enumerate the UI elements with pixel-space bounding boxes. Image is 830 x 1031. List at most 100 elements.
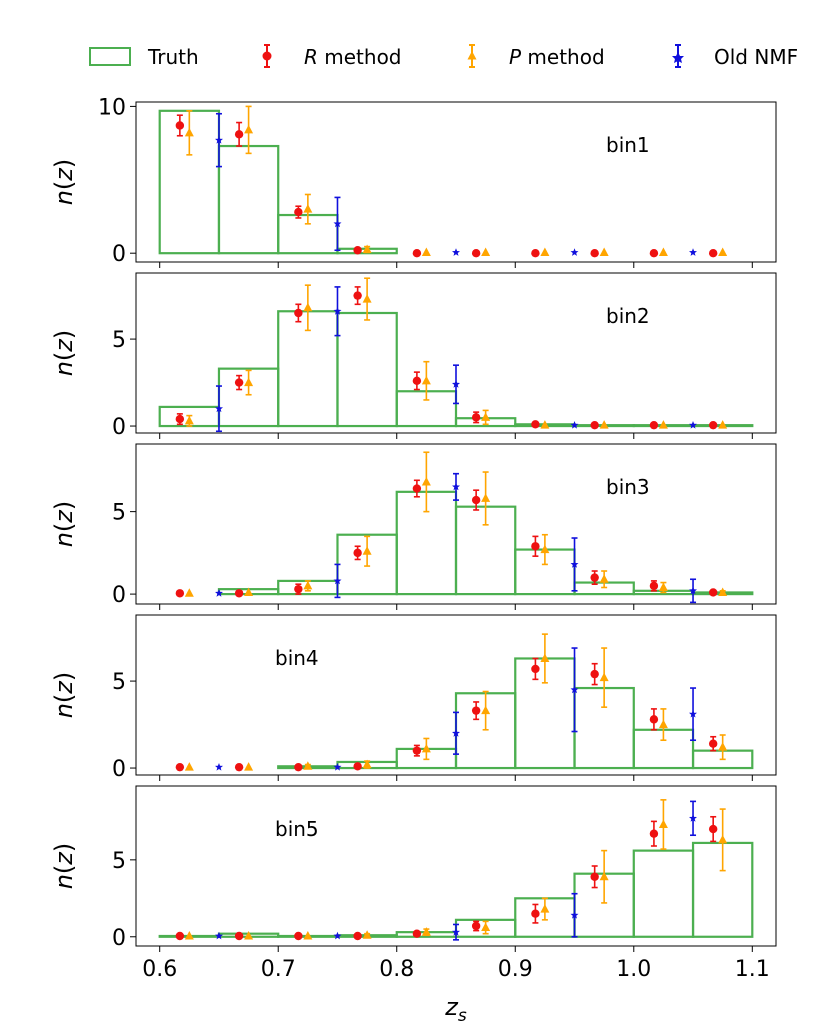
panel-frame xyxy=(135,101,777,263)
p-method-point xyxy=(303,580,313,590)
r-method-point xyxy=(353,548,362,558)
legend-item-p-method: P method xyxy=(467,44,605,69)
y-tick-label: 0 xyxy=(112,242,126,267)
p-method-point xyxy=(362,244,372,254)
r-method-point xyxy=(471,495,481,505)
old-nmf-point xyxy=(689,421,697,429)
old-nmf-point xyxy=(689,248,697,256)
old-nmf-point xyxy=(689,709,697,718)
old-nmf-point xyxy=(570,421,579,429)
r-method-point xyxy=(471,248,481,258)
legend: Truth R method P method Old NMF xyxy=(89,44,798,69)
p-method-point xyxy=(599,871,609,881)
p-method-point xyxy=(599,420,609,429)
p-method-point xyxy=(481,705,491,715)
panel-frame xyxy=(135,614,777,776)
p-method-point xyxy=(540,247,550,256)
legend-p-marker xyxy=(467,51,477,60)
legend-nmf-marker xyxy=(672,52,684,63)
r-method-point xyxy=(708,824,718,834)
p-method-point xyxy=(540,544,550,554)
p-method-point xyxy=(718,247,728,256)
r-method-point xyxy=(649,715,659,724)
y-tick-label: 5 xyxy=(112,328,126,353)
r-method-point xyxy=(590,420,599,430)
legend-r-label: R method xyxy=(304,45,402,69)
p-method-point xyxy=(184,415,194,425)
p-method-point xyxy=(540,904,550,913)
p-method-point xyxy=(303,302,313,312)
p-method-point xyxy=(718,742,728,751)
panel-frame xyxy=(135,443,777,605)
old-nmf-point xyxy=(689,814,697,822)
truth-bar xyxy=(632,849,695,938)
p-method-point xyxy=(658,420,668,429)
x-tick-label: 0.6 xyxy=(142,957,177,982)
old-nmf-point xyxy=(333,931,342,940)
p-method-point xyxy=(421,375,431,385)
panels: 0 10 n(z) bin1 0 5 n(z) bin2 0 5 n(z) bin3 0 5 n(z) bin… xyxy=(50,95,777,982)
y-axis-label: n(z) xyxy=(50,843,78,890)
y-axis-label: n(z) xyxy=(50,672,78,719)
p-method-point xyxy=(362,759,372,769)
p-method-point xyxy=(718,587,728,596)
y-tick-label: 0 xyxy=(112,926,126,951)
old-nmf-point xyxy=(570,685,579,694)
r-method-point xyxy=(708,739,718,748)
legend-item-r-method: R method xyxy=(262,44,402,69)
old-nmf-point xyxy=(570,911,579,919)
old-nmf-point xyxy=(333,307,342,315)
y-tick-label: 0 xyxy=(112,583,126,608)
p-method-point xyxy=(718,420,728,429)
r-method-point xyxy=(649,248,659,258)
x-tick-label: 1.1 xyxy=(735,957,770,982)
r-method-point xyxy=(649,829,659,838)
p-method-point xyxy=(362,294,372,303)
old-nmf-point xyxy=(452,482,460,491)
r-method-point xyxy=(590,872,599,881)
r-method-point xyxy=(234,378,244,387)
p-method-point xyxy=(244,931,254,940)
y-axis-label: n(z) xyxy=(50,501,78,548)
p-method-point xyxy=(303,204,313,213)
p-method-point xyxy=(658,582,668,592)
r-method-point xyxy=(412,484,422,493)
bin-label: bin1 xyxy=(606,133,650,157)
legend-nmf-label: Old NMF xyxy=(714,45,798,69)
legend-item-old-nmf: Old NMF xyxy=(672,44,798,69)
panel-bin5: 0 5 0.6 0.7 0.8 0.9 1.0 1.1 n(z) bin5 xyxy=(50,785,777,982)
p-method-point xyxy=(481,493,491,502)
r-method-point xyxy=(708,420,718,430)
r-method-point xyxy=(531,542,540,551)
p-method-point xyxy=(540,420,550,429)
r-method-point xyxy=(471,413,481,422)
r-method-point xyxy=(531,664,540,674)
x-tick-label: 0.7 xyxy=(261,957,296,982)
r-method-point xyxy=(471,921,481,931)
panel-bin4: 0 5 n(z) bin4 xyxy=(50,614,777,782)
r-method-point xyxy=(412,248,422,258)
p-method-point xyxy=(540,653,550,662)
y-tick-label: 5 xyxy=(112,501,126,526)
p-method-point xyxy=(362,546,372,555)
p-method-point xyxy=(481,412,491,421)
r-method-point xyxy=(531,248,540,258)
p-method-point xyxy=(481,922,491,932)
p-method-point xyxy=(303,931,313,940)
y-tick-label: 0 xyxy=(112,757,126,782)
old-nmf-point xyxy=(215,136,223,144)
r-method-point xyxy=(708,588,718,597)
old-nmf-point xyxy=(452,729,460,737)
old-nmf-point xyxy=(215,763,223,771)
x-tick-label: 0.9 xyxy=(498,957,533,982)
r-method-point xyxy=(708,248,718,258)
p-method-point xyxy=(303,761,313,770)
r-method-point xyxy=(294,931,303,941)
x-tick-label: 0.8 xyxy=(379,957,414,982)
p-method-point xyxy=(421,927,431,936)
p-method-point xyxy=(599,574,609,583)
p-method-point xyxy=(421,476,431,486)
bin-label: bin5 xyxy=(275,817,319,841)
p-method-point xyxy=(481,247,491,256)
r-method-point xyxy=(412,746,422,755)
